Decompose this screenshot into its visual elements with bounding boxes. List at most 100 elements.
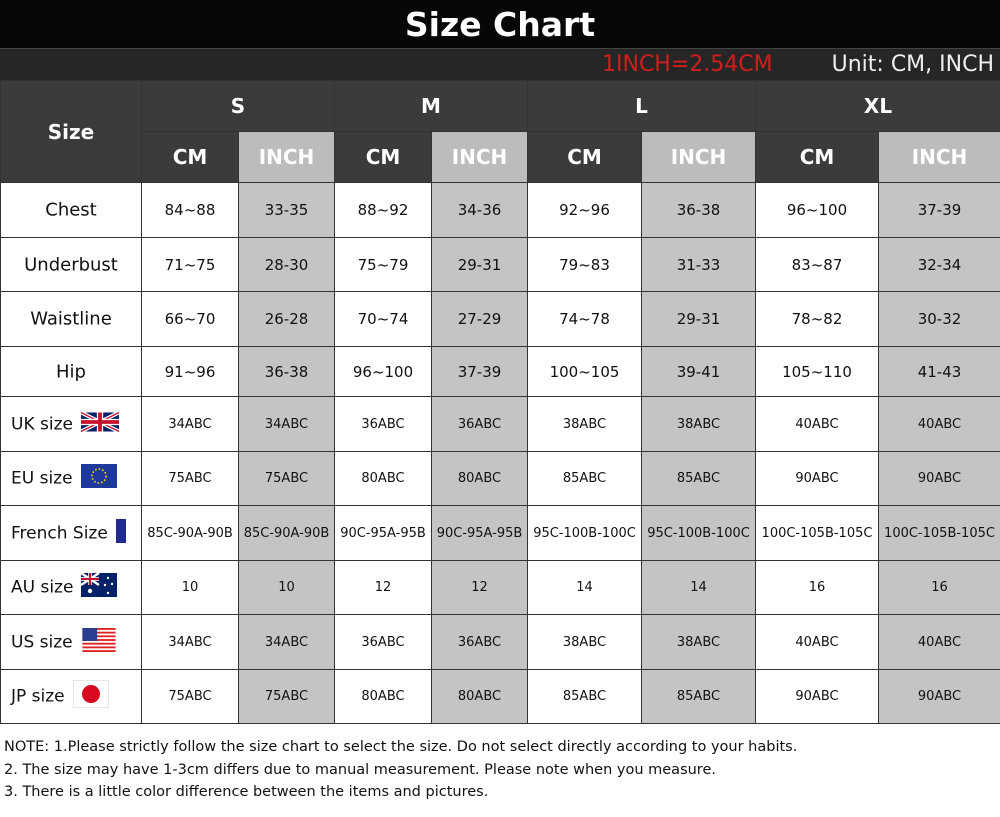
cm-value-cell: 78~82 xyxy=(755,291,879,347)
inch-value-cell: 34ABC xyxy=(238,396,335,452)
unit-bar: 1INCH=2.54CM Unit: CM, INCH xyxy=(0,48,1000,80)
unit-header-inch: INCH xyxy=(877,131,1000,183)
inch-value-cell: 14 xyxy=(641,560,756,615)
table-row: UK size 34ABC 34ABC 36ABC 36ABC 38ABC 38ABC 40A… xyxy=(0,396,1000,452)
inch-value-cell: 32-34 xyxy=(877,237,1000,292)
inch-value-cell: 90ABC xyxy=(877,451,1000,506)
table-row: Waistline 66~70 26-28 70~74 27-29 74~78 29-31 7… xyxy=(0,291,1000,347)
inch-value-cell: 90ABC xyxy=(877,669,1000,724)
cm-value-cell: 79~83 xyxy=(527,237,642,292)
row-label-cell: UK size xyxy=(0,396,142,452)
size-header-l: L xyxy=(527,80,756,132)
table-row: French Size 85C-90A-90B 85C-90A-90B 90C-95A… xyxy=(0,505,1000,561)
cm-value-cell: 12 xyxy=(334,560,432,615)
unit-header-cm: CM xyxy=(527,131,642,183)
row-label: Waistline xyxy=(30,308,112,330)
inch-value-cell: 40ABC xyxy=(877,614,1000,670)
inch-value-cell: 95C-100B-100C xyxy=(641,505,756,561)
table-row: US size 34ABC 34ABC 36ABC 36ABC 38ABC 38ABC 40A… xyxy=(0,614,1000,670)
cm-value-cell: 40ABC xyxy=(755,614,879,670)
size-header-s: S xyxy=(141,80,335,132)
row-label-cell: JP size xyxy=(0,669,142,724)
cm-value-cell: 40ABC xyxy=(755,396,879,452)
size-table: Size S M L XL CM INCH CM INCH CM INCH CM INC… xyxy=(0,80,1000,724)
row-label: AU size xyxy=(11,577,74,598)
australia-flag-icon xyxy=(80,571,118,602)
inch-value-cell: 37-39 xyxy=(877,182,1000,238)
cm-value-cell: 38ABC xyxy=(527,614,642,670)
cm-value-cell: 34ABC xyxy=(141,614,239,670)
size-corner-header: Size xyxy=(0,80,142,183)
note-line: 2. The size may have 1-3cm differs due t… xyxy=(4,761,716,778)
cm-value-cell: 84~88 xyxy=(141,182,239,238)
inch-value-cell: 85C-90A-90B xyxy=(238,505,335,561)
cm-value-cell: 100C-105B-105C xyxy=(755,505,879,561)
row-label-cell: US size xyxy=(0,614,142,670)
inch-value-cell: 41-43 xyxy=(877,346,1000,397)
table-row: Underbust 71~75 28-30 75~79 29-31 79~83 31-33 8… xyxy=(0,237,1000,292)
cm-value-cell: 85ABC xyxy=(527,451,642,506)
inch-value-cell: 29-31 xyxy=(431,237,528,292)
cm-value-cell: 75~79 xyxy=(334,237,432,292)
cm-value-cell: 88~92 xyxy=(334,182,432,238)
cm-value-cell: 36ABC xyxy=(334,614,432,670)
cm-value-cell: 10 xyxy=(141,560,239,615)
table-row: EU size 75ABC 75ABC 80ABC 80ABC 85ABC 85ABC 90A… xyxy=(0,451,1000,506)
cm-value-cell: 92~96 xyxy=(527,182,642,238)
row-label-cell: Hip xyxy=(0,346,142,397)
unit-label: Unit: CM, INCH xyxy=(831,52,994,77)
us-flag-icon xyxy=(81,627,117,657)
row-label: EU size xyxy=(11,468,73,489)
unit-header-cm: CM xyxy=(755,131,879,183)
row-label: UK size xyxy=(11,414,73,434)
cm-value-cell: 34ABC xyxy=(141,396,239,452)
table-row: Hip 91~96 36-38 96~100 37-39 100~105 39-41 105~… xyxy=(0,346,1000,397)
row-label: Underbust xyxy=(24,254,118,276)
row-label: Chest xyxy=(45,199,97,221)
inch-value-cell: 38ABC xyxy=(641,614,756,670)
row-label: French Size xyxy=(11,523,108,543)
uk-flag-icon xyxy=(80,410,120,439)
france-flag-icon xyxy=(115,518,141,548)
cm-value-cell: 100~105 xyxy=(527,346,642,397)
inch-value-cell: 36ABC xyxy=(431,396,528,452)
cm-value-cell: 85C-90A-90B xyxy=(141,505,239,561)
row-label-cell: EU size xyxy=(0,451,142,506)
inch-value-cell: 36-38 xyxy=(238,346,335,397)
note-line: NOTE: 1.Please strictly follow the size … xyxy=(4,739,798,755)
table-row: Chest 84~88 33-35 88~92 34-36 92~96 36-38 96~10… xyxy=(0,182,1000,238)
cm-value-cell: 70~74 xyxy=(334,291,432,347)
inch-value-cell: 38ABC xyxy=(641,396,756,452)
row-label-cell: AU size xyxy=(0,560,142,615)
cm-value-cell: 75ABC xyxy=(141,669,239,724)
cm-value-cell: 85ABC xyxy=(527,669,642,724)
inch-value-cell: 75ABC xyxy=(238,669,335,724)
cm-value-cell: 105~110 xyxy=(755,346,879,397)
cm-value-cell: 96~100 xyxy=(755,182,879,238)
inch-value-cell: 100C-105B-105C xyxy=(877,505,1000,561)
inch-value-cell: 29-31 xyxy=(641,291,756,347)
inch-value-cell: 27-29 xyxy=(431,291,528,347)
inch-value-cell: 31-33 xyxy=(641,237,756,292)
conversion-note: 1INCH=2.54CM xyxy=(602,52,773,77)
unit-header-inch: INCH xyxy=(238,131,335,183)
inch-value-cell: 34-36 xyxy=(431,182,528,238)
cm-value-cell: 75ABC xyxy=(141,451,239,506)
cm-value-cell: 90ABC xyxy=(755,669,879,724)
cm-value-cell: 83~87 xyxy=(755,237,879,292)
eu-flag-icon xyxy=(80,464,117,493)
row-label-cell: Chest xyxy=(0,182,142,238)
cm-value-cell: 80ABC xyxy=(334,451,432,506)
japan-flag-icon xyxy=(72,679,110,713)
cm-value-cell: 66~70 xyxy=(141,291,239,347)
page-title: Size Chart xyxy=(0,0,1000,48)
inch-value-cell: 28-30 xyxy=(238,237,335,292)
row-label: Hip xyxy=(56,361,86,383)
table-row: AU size 10 10 12 12 14 14 16 16 xyxy=(0,560,1000,615)
inch-value-cell: 80ABC xyxy=(431,669,528,724)
inch-value-cell: 33-35 xyxy=(238,182,335,238)
inch-value-cell: 39-41 xyxy=(641,346,756,397)
inch-value-cell: 75ABC xyxy=(238,451,335,506)
inch-value-cell: 36-38 xyxy=(641,182,756,238)
size-header-xl: XL xyxy=(754,80,1000,132)
